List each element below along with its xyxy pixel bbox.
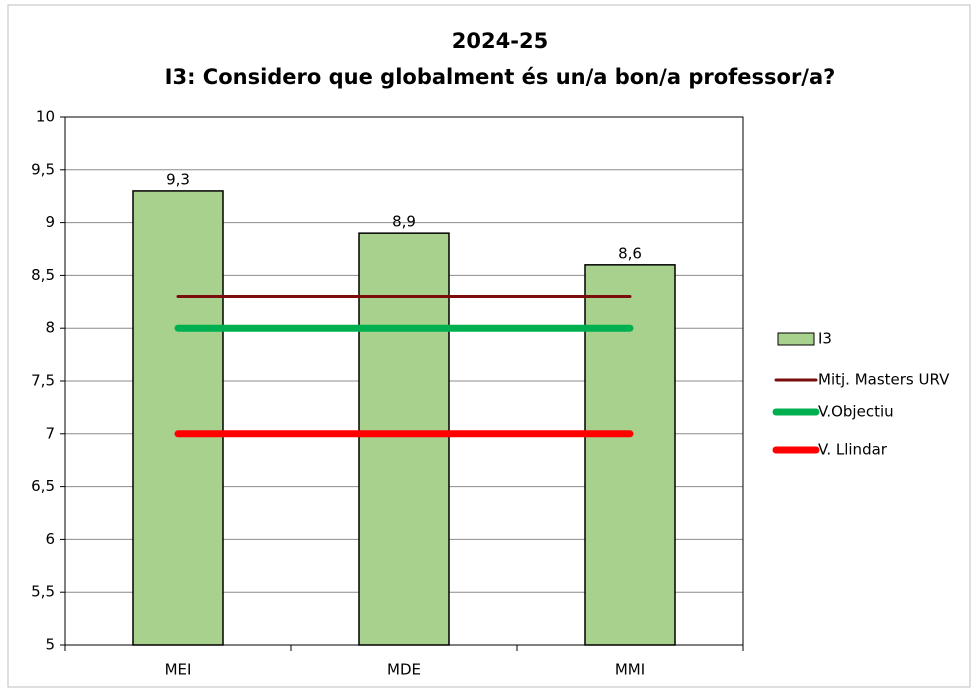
chart-subtitle: I3: Considero que globalment és un/a bon… — [165, 65, 836, 89]
y-tick-label: 9 — [45, 213, 55, 231]
y-tick-label: 10 — [36, 108, 55, 126]
y-tick-label: 7,5 — [31, 372, 55, 390]
legend-label: Mitj. Masters URV — [818, 371, 950, 389]
y-tick-label: 5 — [45, 636, 55, 654]
y-tick-label: 7 — [45, 424, 55, 442]
y-tick-label: 8 — [45, 319, 55, 337]
legend-label: I3 — [818, 330, 832, 348]
value-label: 8,9 — [392, 213, 416, 231]
legend-label: V. Llindar — [818, 441, 888, 459]
y-tick-label: 8,5 — [31, 266, 55, 284]
legend-label: V.Objectiu — [818, 403, 894, 421]
value-label: 9,3 — [166, 170, 190, 188]
x-tick-label: MDE — [387, 661, 421, 679]
legend-swatch — [777, 332, 815, 346]
bar — [358, 232, 450, 646]
chart-title: 2024-25 — [452, 29, 548, 53]
bar — [132, 190, 224, 646]
x-tick-label: MMI — [615, 661, 645, 679]
y-tick-label: 9,5 — [31, 160, 55, 178]
value-label: 8,6 — [618, 244, 642, 262]
y-tick-label: 6,5 — [31, 477, 55, 495]
bar — [584, 264, 676, 646]
y-tick-label: 5,5 — [31, 583, 55, 601]
x-tick-label: MEI — [165, 661, 192, 679]
y-tick-label: 6 — [45, 530, 55, 548]
